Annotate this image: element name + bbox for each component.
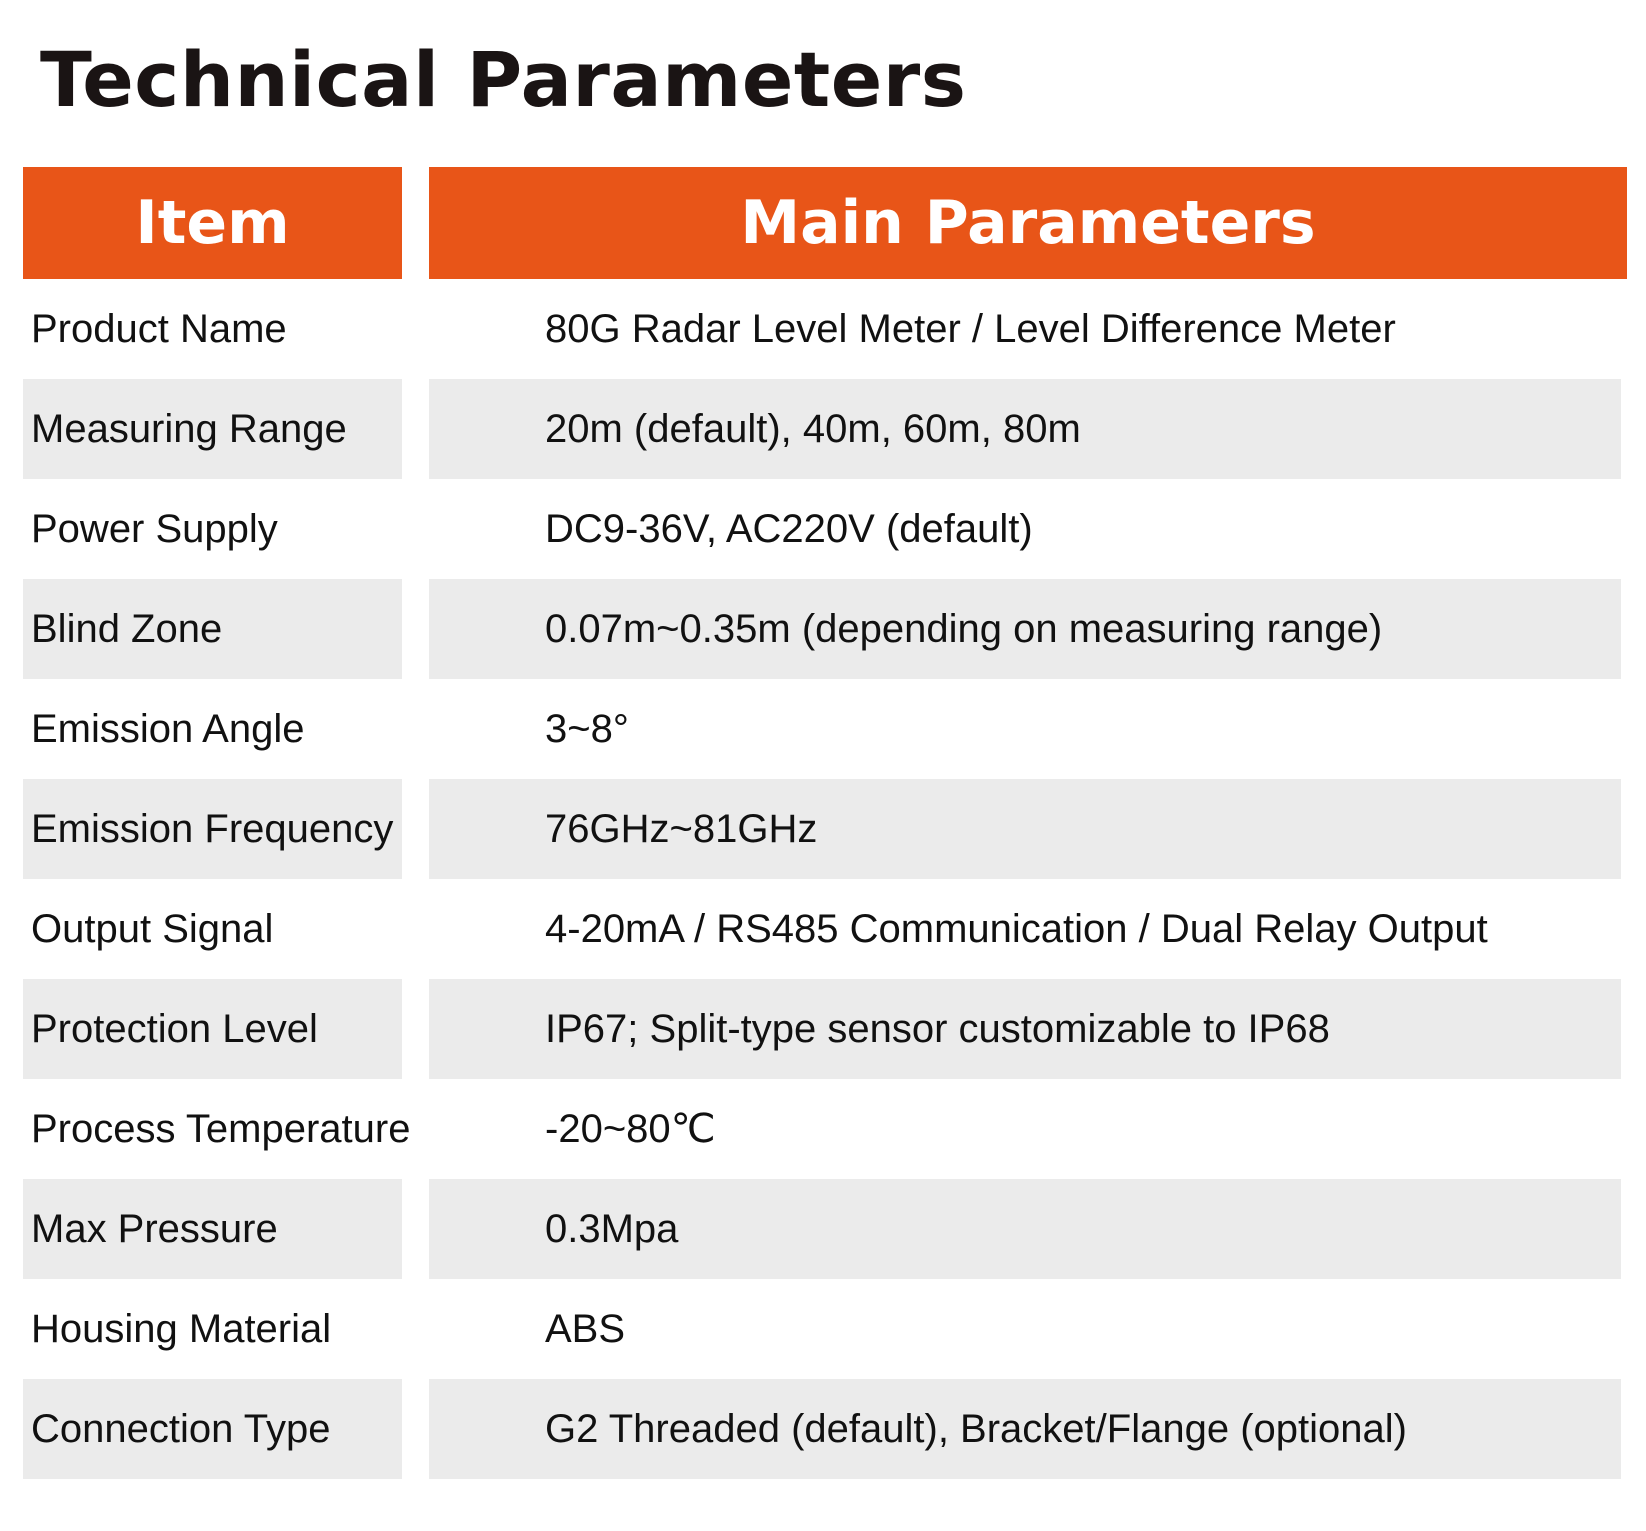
row-label: Process Temperature xyxy=(31,1106,411,1151)
row-label: Protection Level xyxy=(23,979,402,1079)
table-row: Max Pressure 0.3Mpa xyxy=(0,1179,1646,1279)
row-value: ABS xyxy=(545,1306,626,1351)
row-value: 76GHz~81GHz xyxy=(429,779,1621,879)
parameters-table: Product Name 80G Radar Level Meter / Lev… xyxy=(0,279,1646,1479)
table-row: Output Signal 4-20mA / RS485 Communicati… xyxy=(0,879,1646,979)
page-title: Technical Parameters xyxy=(40,35,967,124)
row-label: Connection Type xyxy=(23,1379,402,1479)
column-header-item: Item xyxy=(23,167,402,279)
row-value: 3~8° xyxy=(545,706,629,751)
row-value: -20~80℃ xyxy=(545,1107,716,1151)
row-label: Emission Angle xyxy=(31,706,305,751)
row-label: Measuring Range xyxy=(23,379,402,479)
row-value: IP67; Split-type sensor customizable to … xyxy=(429,979,1621,1079)
table-row: Connection Type G2 Threaded (default), B… xyxy=(0,1379,1646,1479)
table-row: Emission Angle 3~8° xyxy=(0,679,1646,779)
row-label: Power Supply xyxy=(31,506,278,551)
row-label: Max Pressure xyxy=(23,1179,402,1279)
table-row: Emission Frequency 76GHz~81GHz xyxy=(0,779,1646,879)
table-row: Process Temperature -20~80℃ xyxy=(0,1079,1646,1179)
table-row: Protection Level IP67; Split-type sensor… xyxy=(0,979,1646,1079)
row-label: Output Signal xyxy=(31,906,274,951)
column-header-main-parameters: Main Parameters xyxy=(429,167,1627,279)
row-label: Blind Zone xyxy=(23,579,402,679)
row-value: 0.3Mpa xyxy=(429,1179,1621,1279)
row-value: 0.07m~0.35m (depending on measuring rang… xyxy=(429,579,1621,679)
table-row: Housing Material ABS xyxy=(0,1279,1646,1379)
row-value: 80G Radar Level Meter / Level Difference… xyxy=(545,306,1396,351)
table-row: Product Name 80G Radar Level Meter / Lev… xyxy=(0,279,1646,379)
row-value: 4-20mA / RS485 Communication / Dual Rela… xyxy=(545,906,1488,951)
table-row: Power Supply DC9-36V, AC220V (default) xyxy=(0,479,1646,579)
row-value: G2 Threaded (default), Bracket/Flange (o… xyxy=(429,1379,1621,1479)
row-value: DC9-36V, AC220V (default) xyxy=(545,506,1033,551)
row-label: Emission Frequency xyxy=(23,779,402,879)
row-label: Product Name xyxy=(31,306,287,351)
table-row: Blind Zone 0.07m~0.35m (depending on mea… xyxy=(0,579,1646,679)
row-value: 20m (default), 40m, 60m, 80m xyxy=(429,379,1621,479)
row-label: Housing Material xyxy=(31,1306,332,1351)
table-row: Measuring Range 20m (default), 40m, 60m,… xyxy=(0,379,1646,479)
